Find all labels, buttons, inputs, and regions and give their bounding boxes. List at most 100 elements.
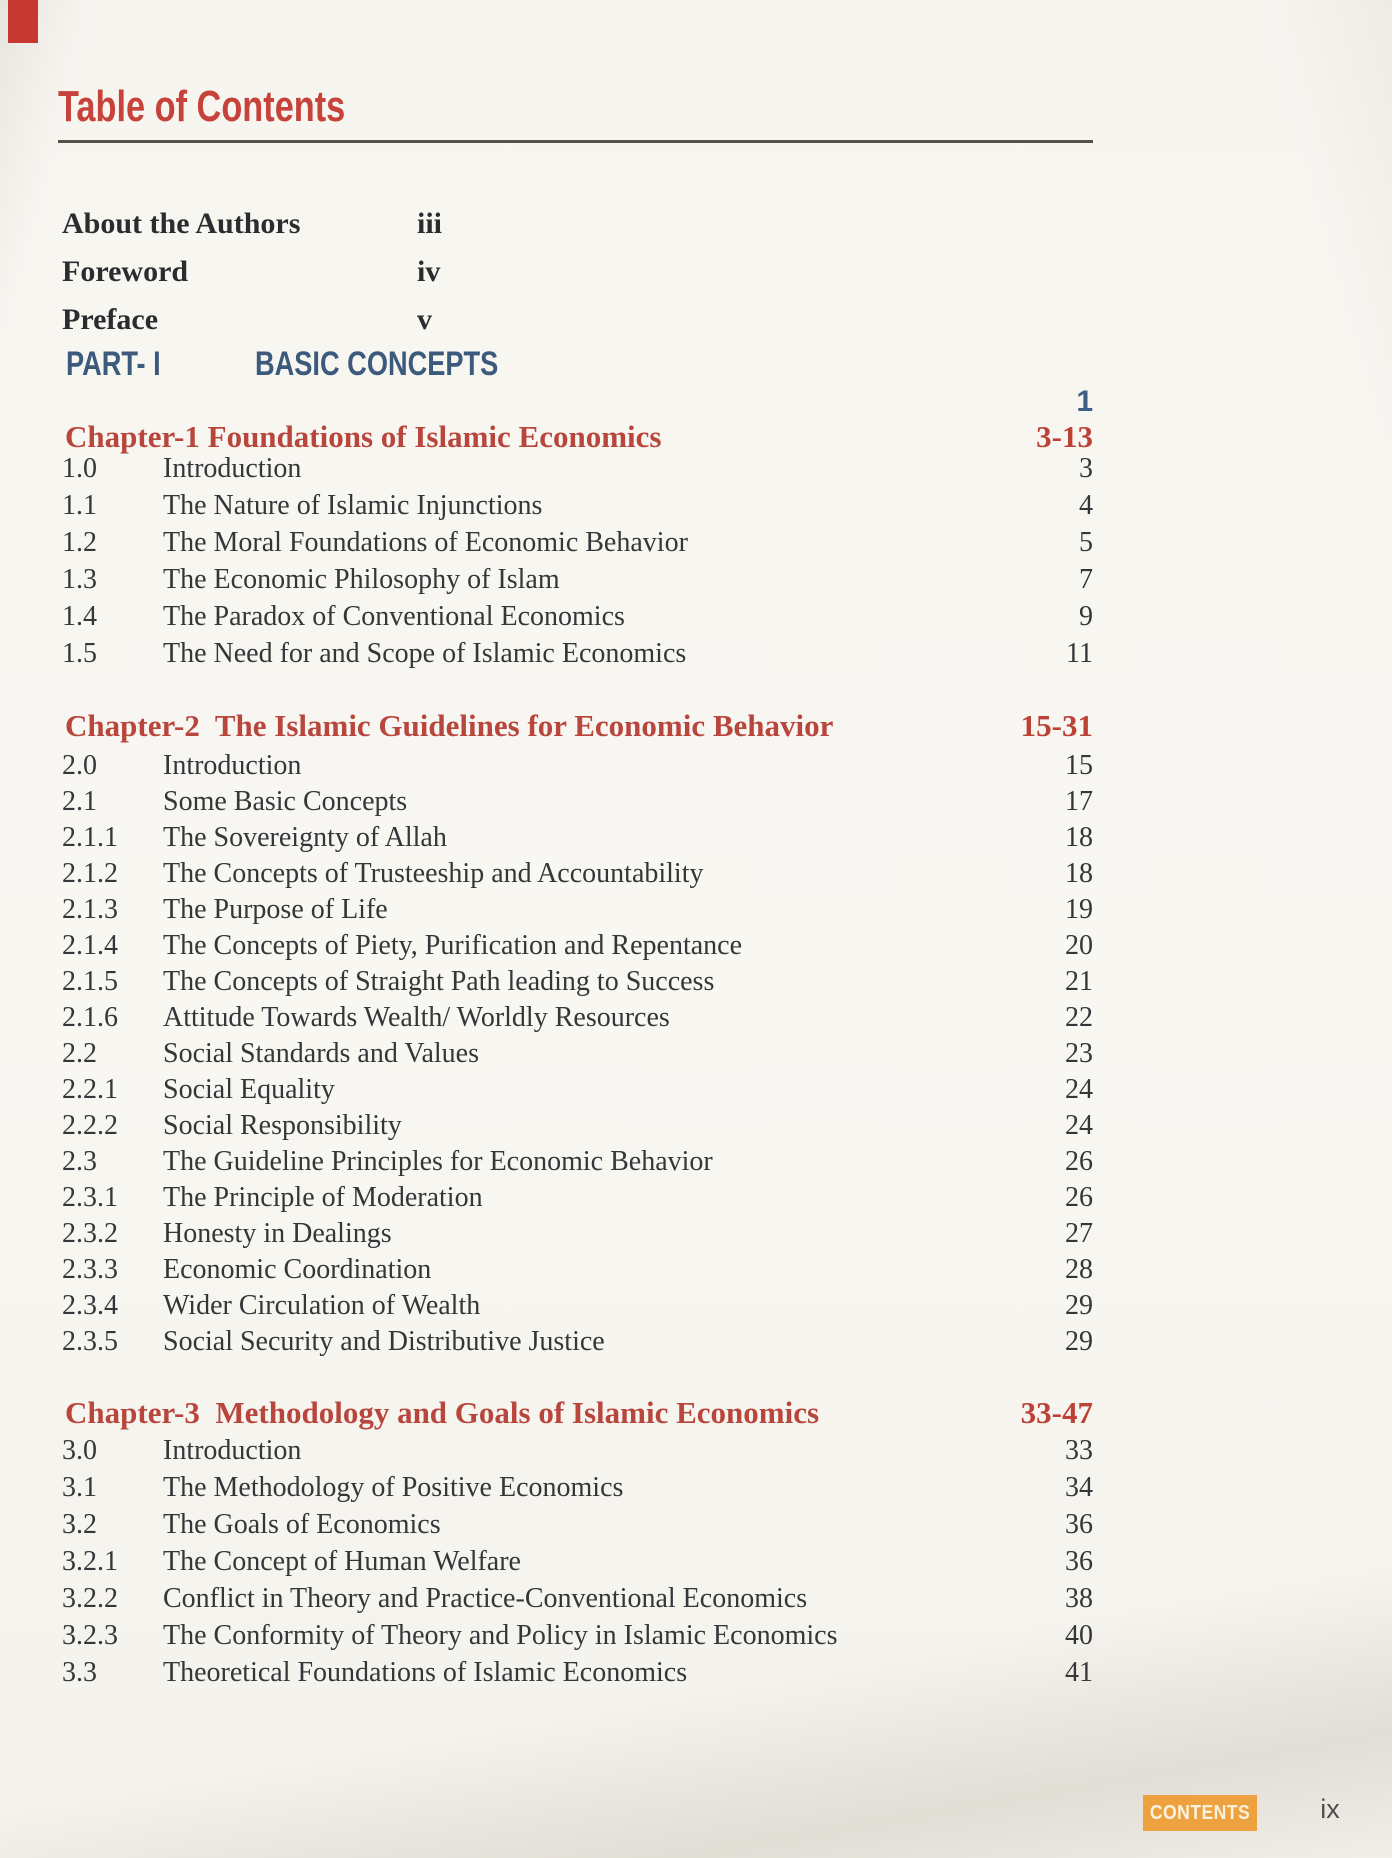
entry-page: 26 xyxy=(1065,1146,1093,1177)
toc-entry: 2.2.2 Social Responsibility 24 xyxy=(60,1108,1093,1144)
toc-entry: 2.2 Social Standards and Values 23 xyxy=(60,1036,1093,1072)
entry-title: The Concepts of Trusteeship and Accounta… xyxy=(163,858,704,889)
entry-number: 3.2.2 xyxy=(62,1583,118,1614)
entry-page: 22 xyxy=(1065,1002,1093,1033)
entry-number: 3.2.3 xyxy=(62,1620,118,1651)
entry-number: 1.1 xyxy=(62,490,97,521)
toc-entry: 2.3.3 Economic Coordination 28 xyxy=(60,1252,1093,1288)
page-title-text: Table of Contents xyxy=(58,82,346,131)
entry-title: Theoretical Foundations of Islamic Econo… xyxy=(163,1657,688,1688)
chapter-page-range: 15-31 xyxy=(1020,708,1093,743)
front-matter-label: Preface xyxy=(62,303,159,336)
toc-entry: 2.1.3 The Purpose of Life 19 xyxy=(60,892,1093,928)
front-matter-label: Foreword xyxy=(62,255,189,288)
entry-page: 27 xyxy=(1065,1218,1093,1249)
entry-page: 11 xyxy=(1066,638,1093,669)
entry-number: 2.3.2 xyxy=(62,1218,118,1249)
scan-corner-mark xyxy=(8,0,38,43)
entry-title: Social Security and Distributive Justice xyxy=(163,1326,605,1357)
chapter-heading: Chapter-2 The Islamic Guidelines for Eco… xyxy=(60,708,1093,744)
front-matter-page: iv xyxy=(417,255,441,288)
entry-title: Economic Coordination xyxy=(163,1254,432,1285)
entry-number: 3.0 xyxy=(62,1435,97,1466)
entry-page: 23 xyxy=(1065,1038,1093,1069)
entry-number: 3.2.1 xyxy=(62,1546,118,1577)
entry-title: The Moral Foundations of Economic Behavi… xyxy=(163,527,688,558)
entry-number: 2.2.2 xyxy=(62,1110,118,1141)
toc-entry: 1.0 Introduction 3 xyxy=(60,450,1093,487)
entry-title: Some Basic Concepts xyxy=(163,786,408,817)
toc-entry: 1.4 The Paradox of Conventional Economics… xyxy=(60,598,1093,635)
entry-number: 2.1 xyxy=(62,786,97,817)
entry-page: 15 xyxy=(1065,750,1093,781)
toc-entry: 2.1.2 The Concepts of Trusteeship and Acc… xyxy=(60,856,1093,892)
entry-title: Introduction xyxy=(163,750,302,781)
page-number: ix xyxy=(1320,1794,1340,1824)
entry-title: The Conformity of Theory and Policy in I… xyxy=(163,1620,838,1651)
entry-title: Introduction xyxy=(163,453,302,484)
entry-page: 29 xyxy=(1065,1290,1093,1321)
entry-page: 21 xyxy=(1065,966,1093,997)
entry-number: 2.3.1 xyxy=(62,1182,118,1213)
entry-number: 1.5 xyxy=(62,638,97,669)
entry-title: Social Responsibility xyxy=(163,1110,402,1141)
toc-entry: 2.2.1 Social Equality 24 xyxy=(60,1072,1093,1108)
entry-number: 3.3 xyxy=(62,1657,97,1688)
entry-page: 20 xyxy=(1065,930,1093,961)
entry-title: The Need for and Scope of Islamic Econom… xyxy=(163,638,687,669)
toc-entry: 2.3 The Guideline Principles for Economic… xyxy=(60,1144,1093,1180)
entry-title: Social Equality xyxy=(163,1074,335,1105)
toc-entry: 1.5 The Need for and Scope of Islamic Eco… xyxy=(60,635,1093,672)
chapter-title: Chapter-3 Methodology and Goals of Islam… xyxy=(65,1395,820,1430)
entry-page: 3 xyxy=(1079,453,1093,484)
entry-title: Attitude Towards Wealth/ Worldly Resourc… xyxy=(163,1002,670,1033)
entry-number: 2.1.5 xyxy=(62,966,118,997)
chapter-heading: Chapter-3 Methodology and Goals of Islam… xyxy=(60,1395,1093,1431)
chapter-page-range: 33-47 xyxy=(1020,1395,1093,1430)
part-heading: PART- I BASIC CONCEPTS xyxy=(66,344,559,384)
entry-title: The Sovereignty of Allah xyxy=(163,822,447,853)
entry-title: The Concept of Human Welfare xyxy=(163,1546,521,1577)
entry-number: 2.2 xyxy=(62,1038,97,1069)
entry-number: 2.3.3 xyxy=(62,1254,118,1285)
entry-title: Wider Circulation of Wealth xyxy=(163,1290,481,1321)
entry-title: The Guideline Principles for Economic Be… xyxy=(163,1146,713,1177)
entry-page: 40 xyxy=(1065,1620,1093,1651)
front-matter-list: About the Authors iii Foreword iv Prefac… xyxy=(62,200,1093,344)
entry-page: 28 xyxy=(1065,1254,1093,1285)
entry-number: 1.3 xyxy=(62,564,97,595)
entry-title: The Purpose of Life xyxy=(163,894,388,925)
entry-page: 41 xyxy=(1065,1657,1093,1688)
toc-entry: 3.2 The Goals of Economics 36 xyxy=(60,1506,1093,1543)
chapter-page-range: 3-13 xyxy=(1036,419,1093,454)
entry-number: 2.1.3 xyxy=(62,894,118,925)
toc-entry: 1.3 The Economic Philosophy of Islam 7 xyxy=(60,561,1093,598)
toc-entry: 2.3.1 The Principle of Moderation 26 xyxy=(60,1180,1093,1216)
front-matter-row: Preface v xyxy=(62,296,1093,344)
chapter-title: Chapter-2 The Islamic Guidelines for Eco… xyxy=(65,708,834,743)
contents-badge: CONTENTS xyxy=(1143,1795,1257,1831)
entry-page: 33 xyxy=(1065,1435,1093,1466)
chapter-heading: Chapter-1 Foundations of Islamic Economi… xyxy=(60,419,1093,455)
entry-title: Social Standards and Values xyxy=(163,1038,479,1069)
entry-number: 2.3.5 xyxy=(62,1326,118,1357)
toc-entry: 2.1 Some Basic Concepts 17 xyxy=(60,784,1093,820)
front-matter-page: v xyxy=(417,303,432,336)
toc-entry: 2.3.4 Wider Circulation of Wealth 29 xyxy=(60,1288,1093,1324)
front-matter-row: Foreword iv xyxy=(62,248,1093,296)
entry-title: Conflict in Theory and Practice-Conventi… xyxy=(163,1583,808,1614)
entry-number: 2.2.1 xyxy=(62,1074,118,1105)
entry-page: 18 xyxy=(1065,858,1093,889)
entry-page: 4 xyxy=(1079,490,1093,521)
toc-entry: 2.1.1 The Sovereignty of Allah 18 xyxy=(60,820,1093,856)
toc-entry: 1.2 The Moral Foundations of Economic Beh… xyxy=(60,524,1093,561)
toc-entry: 2.1.6 Attitude Towards Wealth/ Worldly Re… xyxy=(60,1000,1093,1036)
part-title: BASIC CONCEPTS xyxy=(255,345,499,383)
entry-page: 19 xyxy=(1065,894,1093,925)
entry-number: 2.1.6 xyxy=(62,1002,118,1033)
entry-title: The Paradox of Conventional Economics xyxy=(163,601,625,632)
contents-badge-label: CONTENTS xyxy=(1149,1801,1251,1824)
entry-title: Honesty in Dealings xyxy=(163,1218,392,1249)
toc-entry: 2.1.4 The Concepts of Piety, Purification… xyxy=(60,928,1093,964)
